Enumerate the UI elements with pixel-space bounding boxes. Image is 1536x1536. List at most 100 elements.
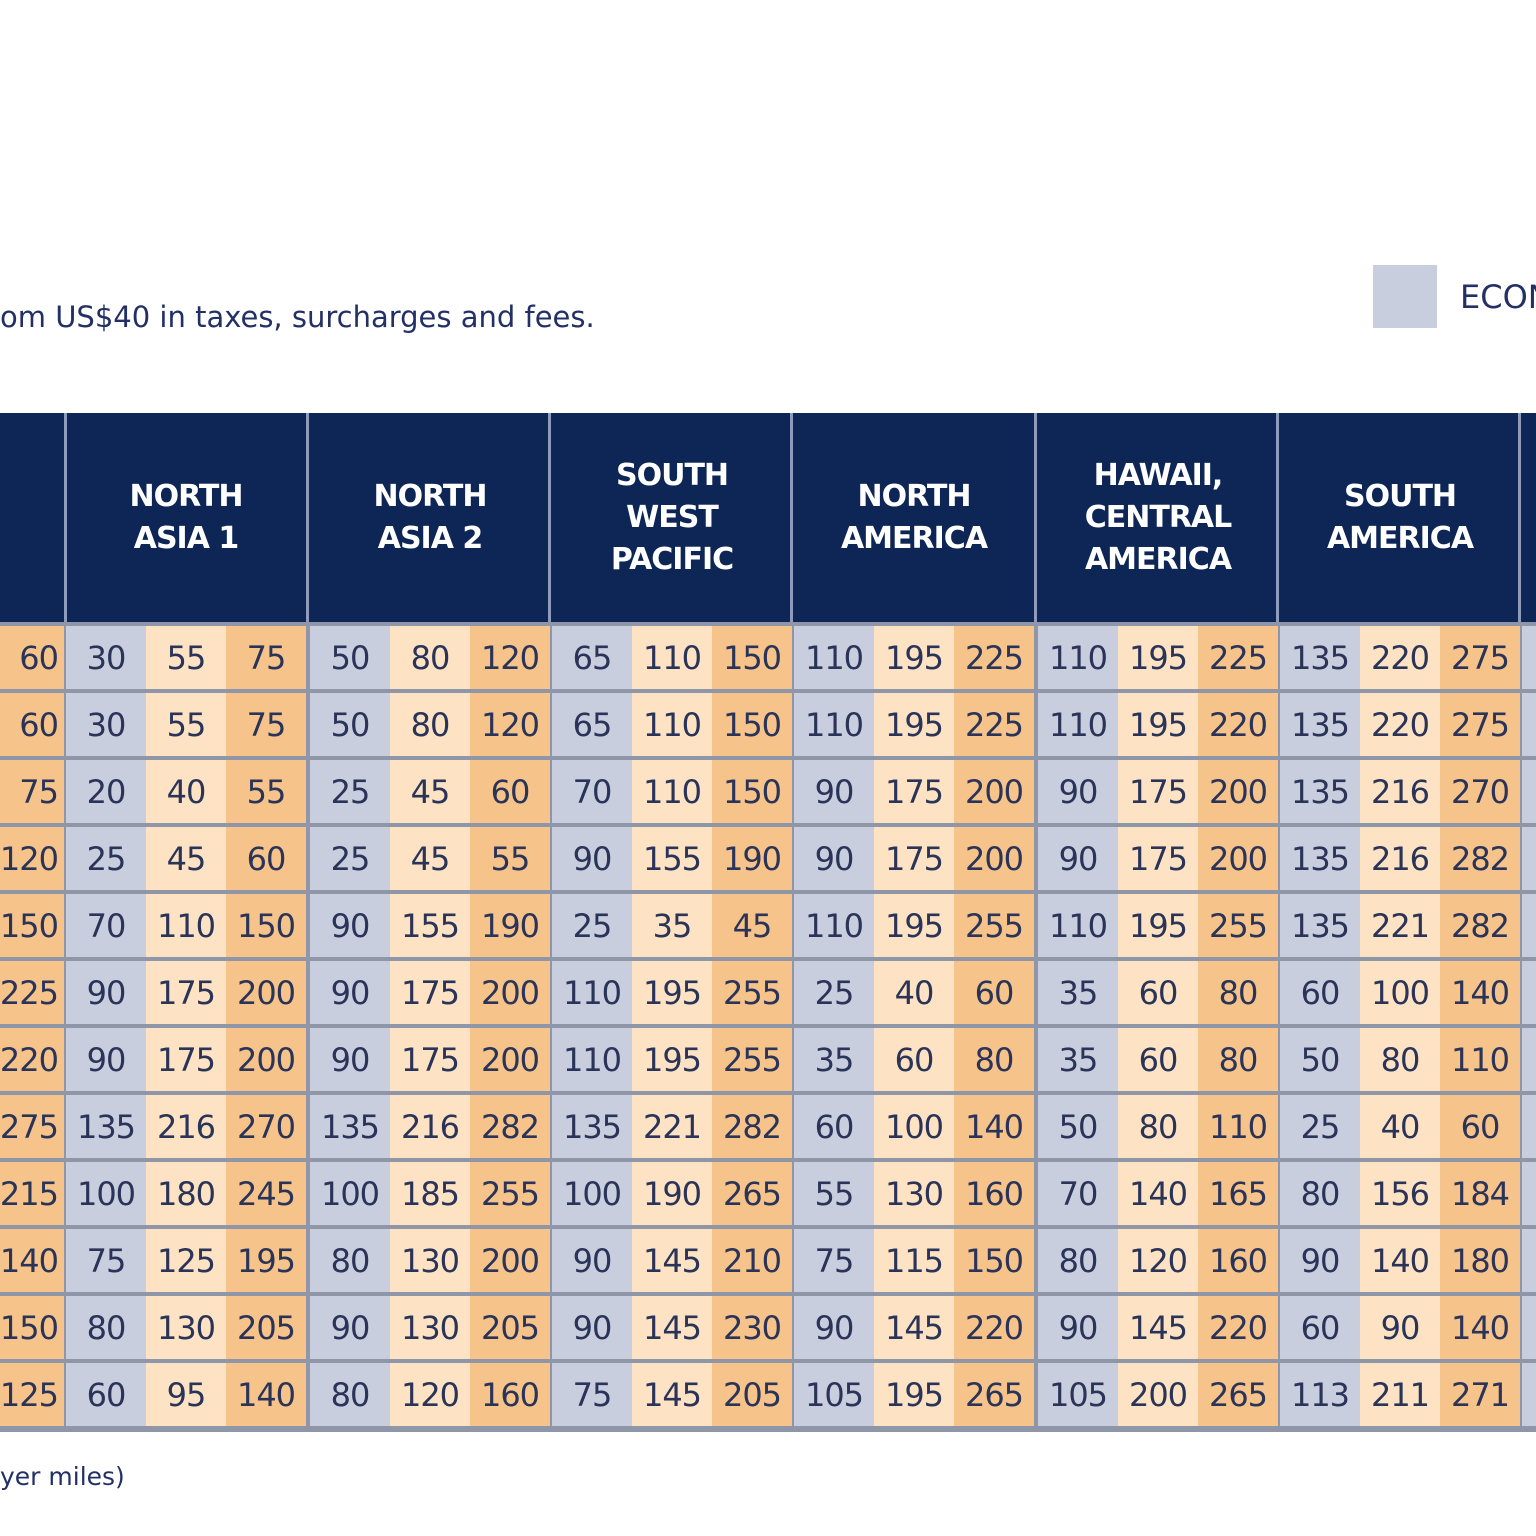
header-text: ASIA 2 bbox=[377, 520, 484, 556]
table-cell: 145 bbox=[632, 1296, 712, 1359]
table-cell: 265 bbox=[954, 1363, 1034, 1426]
table-cell: 175 bbox=[146, 1028, 226, 1091]
table-cell: 50 bbox=[1038, 1095, 1118, 1158]
table-cell: 225 bbox=[954, 693, 1034, 756]
table-cell: 220 bbox=[1198, 693, 1278, 756]
table-cell: 60 bbox=[1118, 1028, 1198, 1091]
table-cell: 135 bbox=[310, 1095, 390, 1158]
table-cell: 165 bbox=[1198, 1162, 1278, 1225]
table-cell: 175 bbox=[390, 961, 470, 1024]
table-cell: 90 bbox=[552, 827, 632, 890]
table-cell: 75 bbox=[552, 1363, 632, 1426]
table-cell: 135 bbox=[1280, 693, 1360, 756]
table-header bbox=[0, 413, 1536, 622]
table-cell: 100 bbox=[310, 1162, 390, 1225]
table-cell: 120 bbox=[0, 827, 64, 890]
table-cell: 25 bbox=[552, 894, 632, 957]
header-text: SOUTH bbox=[615, 457, 729, 493]
table-cell: 90 bbox=[552, 1296, 632, 1359]
table-cell: 195 bbox=[632, 1028, 712, 1091]
table-cell: 90 bbox=[310, 961, 390, 1024]
table-cell: 140 bbox=[954, 1095, 1034, 1158]
table-cell: 60 bbox=[1440, 1095, 1520, 1158]
table-cell: 200 bbox=[470, 1028, 550, 1091]
table-cell: 255 bbox=[1198, 894, 1278, 957]
table-cell: 110 bbox=[794, 626, 874, 689]
header-divider bbox=[1276, 413, 1279, 622]
table-cell: 90 bbox=[794, 760, 874, 823]
table-cell bbox=[1522, 760, 1536, 823]
table-cell: 130 bbox=[874, 1162, 954, 1225]
header-text: NORTH bbox=[857, 478, 972, 514]
table-cell: 120 bbox=[390, 1363, 470, 1426]
table-cell: 205 bbox=[226, 1296, 306, 1359]
table-cell: 90 bbox=[66, 961, 146, 1024]
header-cell: NORTH AMERICA bbox=[794, 413, 1034, 622]
header-text: WEST bbox=[626, 499, 719, 535]
table-cell: 80 bbox=[310, 1229, 390, 1292]
table-cell: 156 bbox=[1360, 1162, 1440, 1225]
table-cell: 130 bbox=[390, 1296, 470, 1359]
header-text: AMERICA bbox=[1326, 520, 1474, 556]
table-cell: 200 bbox=[226, 1028, 306, 1091]
table-cell: 230 bbox=[712, 1296, 792, 1359]
footer-text: yer miles) bbox=[0, 1462, 125, 1491]
table-cell: 215 bbox=[0, 1162, 64, 1225]
table-cell: 175 bbox=[1118, 827, 1198, 890]
table-cell: 195 bbox=[1118, 626, 1198, 689]
table-cell: 145 bbox=[632, 1229, 712, 1292]
table-cell: 60 bbox=[226, 827, 306, 890]
table-cell: 220 bbox=[1360, 626, 1440, 689]
header-cell: NORTH ASIA 1 bbox=[66, 413, 306, 622]
table-cell: 25 bbox=[310, 827, 390, 890]
table-cell: 55 bbox=[146, 626, 226, 689]
table-cell: 155 bbox=[390, 894, 470, 957]
table-cell: 80 bbox=[1198, 1028, 1278, 1091]
table-cell: 125 bbox=[146, 1229, 226, 1292]
table-cell: 80 bbox=[954, 1028, 1034, 1091]
table-cell: 216 bbox=[146, 1095, 226, 1158]
table-cell: 25 bbox=[794, 961, 874, 1024]
table-cell: 190 bbox=[712, 827, 792, 890]
table-cell: 195 bbox=[874, 626, 954, 689]
header-divider bbox=[306, 413, 309, 622]
table-cell: 60 bbox=[794, 1095, 874, 1158]
table-cell: 205 bbox=[470, 1296, 550, 1359]
table-cell: 195 bbox=[1118, 693, 1198, 756]
table-cell: 80 bbox=[390, 693, 470, 756]
table-cell: 275 bbox=[0, 1095, 64, 1158]
table-cell: 175 bbox=[146, 961, 226, 1024]
table-cell: 225 bbox=[954, 626, 1034, 689]
table-cell: 195 bbox=[632, 961, 712, 1024]
table-cell: 60 bbox=[1118, 961, 1198, 1024]
table-cell: 195 bbox=[874, 894, 954, 957]
table-cell bbox=[1522, 894, 1536, 957]
header-cell: HAWAII, CENTRAL AMERICA bbox=[1038, 413, 1278, 622]
table-cell: 70 bbox=[552, 760, 632, 823]
table-cell: 216 bbox=[1360, 760, 1440, 823]
table-cell: 140 bbox=[1440, 961, 1520, 1024]
table-cell: 25 bbox=[310, 760, 390, 823]
header-cell: NORTH ASIA 2 bbox=[310, 413, 550, 622]
table-cell: 80 bbox=[1038, 1229, 1118, 1292]
table-cell: 90 bbox=[552, 1229, 632, 1292]
table-cell: 135 bbox=[552, 1095, 632, 1158]
table-cell: 130 bbox=[390, 1229, 470, 1292]
table-cell: 135 bbox=[1280, 760, 1360, 823]
table-cell: 60 bbox=[954, 961, 1034, 1024]
table-cell: 150 bbox=[712, 693, 792, 756]
table-cell: 200 bbox=[1118, 1363, 1198, 1426]
table-cell: 175 bbox=[390, 1028, 470, 1091]
table-cell: 150 bbox=[0, 1296, 64, 1359]
table-cell: 190 bbox=[632, 1162, 712, 1225]
table-cell: 70 bbox=[1038, 1162, 1118, 1225]
table-cell: 140 bbox=[1440, 1296, 1520, 1359]
table-cell: 120 bbox=[470, 693, 550, 756]
table-cell: 221 bbox=[1360, 894, 1440, 957]
table-cell: 55 bbox=[146, 693, 226, 756]
table-cell: 110 bbox=[1038, 626, 1118, 689]
table-cell: 140 bbox=[226, 1363, 306, 1426]
table-cell: 265 bbox=[712, 1162, 792, 1225]
table-cell: 60 bbox=[0, 693, 64, 756]
table-cell: 65 bbox=[552, 626, 632, 689]
